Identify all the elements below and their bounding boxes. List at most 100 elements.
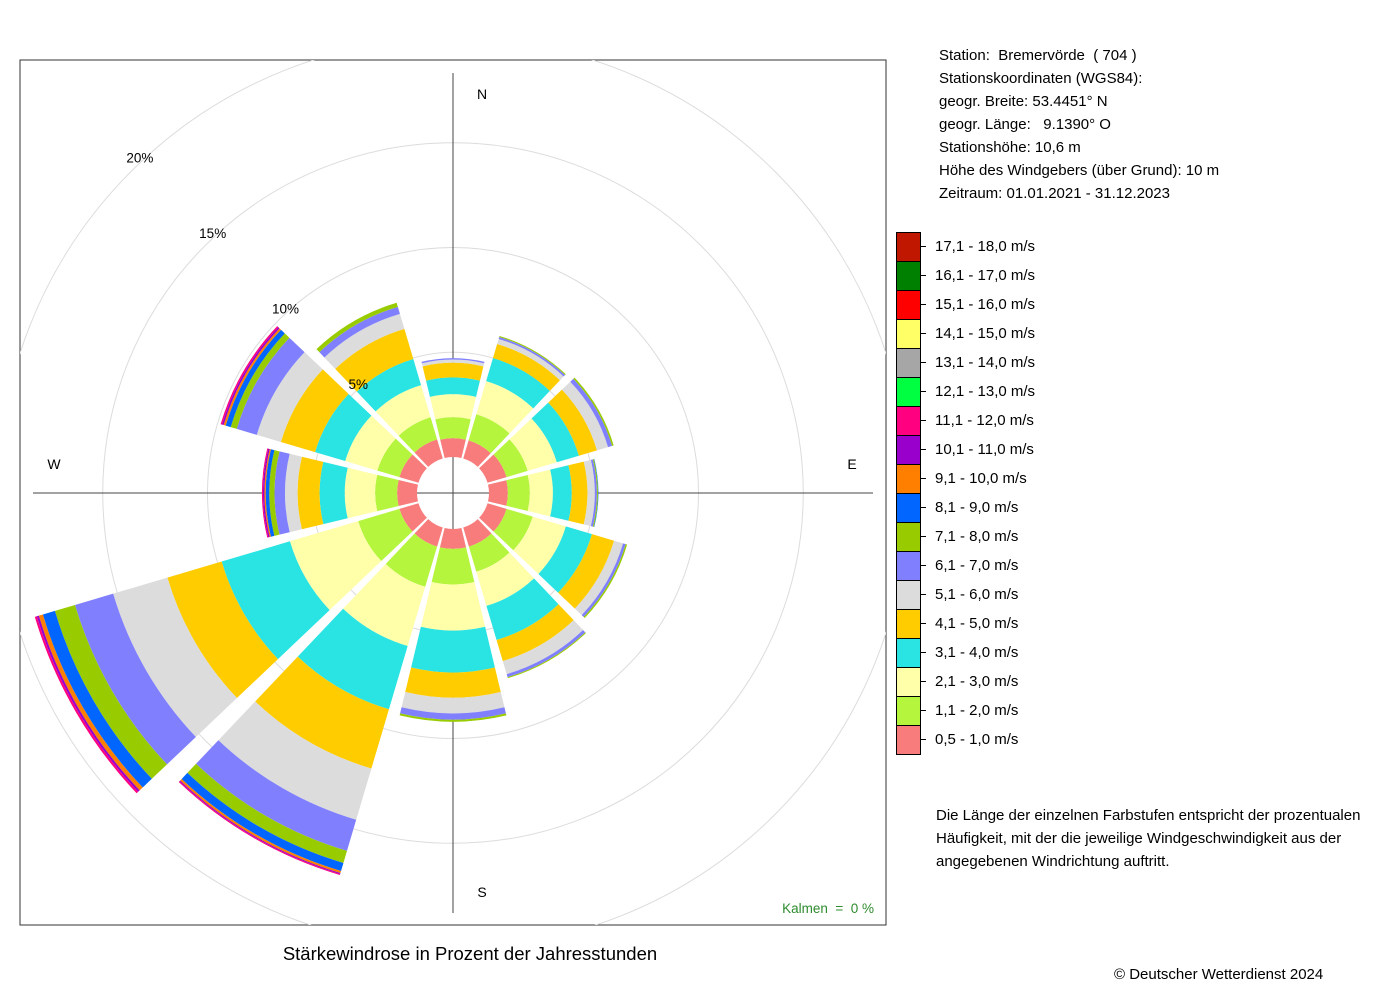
- legend-tick: [920, 362, 926, 363]
- calm-label: Kalmen = 0 %: [782, 901, 874, 916]
- legend-item: 13,1 - 14,0 m/s: [896, 348, 1196, 377]
- wedge-30: [463, 335, 566, 467]
- wedge-segment: [421, 358, 485, 364]
- ring-label: 5%: [348, 377, 368, 392]
- legend-tick: [920, 594, 926, 595]
- legend-tick: [920, 420, 926, 421]
- wedge-240: [34, 503, 427, 794]
- wedge-segment: [315, 393, 372, 462]
- wedge-segment: [74, 593, 196, 765]
- wedge-segment: [401, 691, 505, 714]
- legend-item: 17,1 - 18,0 m/s: [896, 232, 1196, 261]
- wedge-segment: [435, 417, 471, 440]
- wedge-segment: [493, 508, 533, 551]
- ring-labels: 5% 10% 15% 20%: [126, 151, 368, 392]
- wedge-segment: [400, 707, 506, 720]
- legend-tick: [920, 449, 926, 450]
- wedge-180: [399, 528, 507, 722]
- wedge-segment: [531, 402, 579, 463]
- wedge-segment: [289, 521, 382, 611]
- wedge-segment: [280, 369, 349, 453]
- compass-labels: N E S W: [47, 86, 856, 900]
- wedge-segment: [405, 667, 501, 698]
- ring-label: 15%: [199, 226, 226, 241]
- legend-label: 4,1 - 5,0 m/s: [935, 615, 1019, 632]
- legend-tick: [920, 710, 926, 711]
- wedge-segment: [398, 417, 438, 453]
- legend-label: 15,1 - 16,0 m/s: [935, 296, 1036, 313]
- wedge-segment: [463, 440, 491, 467]
- copyright: © Deutscher Wetterdienst 2024: [1114, 966, 1324, 983]
- wedge-segment: [493, 439, 528, 478]
- wedge-segment: [285, 453, 302, 533]
- legend-label: 5,1 - 6,0 m/s: [935, 586, 1019, 603]
- station-line: geogr. Breite: 53.4451° N: [939, 93, 1108, 110]
- legend-item: 1,1 - 2,0 m/s: [896, 696, 1196, 725]
- station-line: Stationskoordinaten (WGS84):: [939, 70, 1143, 87]
- legend-tick: [920, 507, 926, 508]
- wedge-0: [421, 358, 485, 458]
- wedge-segment: [343, 563, 426, 647]
- wedge-segment: [265, 449, 275, 537]
- wedge-segment: [561, 381, 609, 451]
- wedge-segment: [421, 359, 485, 367]
- legend-label: 1,1 - 2,0 m/s: [935, 702, 1019, 719]
- wedge-segment: [498, 336, 566, 377]
- legend-item: 2,1 - 3,0 m/s: [896, 667, 1196, 696]
- legend-item: 5,1 - 6,0 m/s: [896, 580, 1196, 609]
- wedge-segment: [377, 438, 413, 478]
- wedge-segment: [476, 552, 535, 606]
- legend-item: 6,1 - 7,0 m/s: [896, 551, 1196, 580]
- wedge-segment: [255, 656, 389, 769]
- wedge-segment: [550, 465, 572, 521]
- wedge-segment: [492, 343, 560, 391]
- legend-label: 16,1 - 17,0 m/s: [935, 267, 1036, 284]
- legend-label: 8,1 - 9,0 m/s: [935, 499, 1019, 516]
- wedge-segment: [486, 578, 559, 641]
- wedge-segment: [230, 333, 290, 429]
- legend-item: 10,1 - 11,0 m/s: [896, 435, 1196, 464]
- wedge-segment: [221, 541, 330, 660]
- wedge-270: [261, 448, 418, 538]
- wedge-segment: [486, 358, 550, 409]
- station-info: Station: Bremervörde ( 704 ) Stationskoo…: [939, 44, 1219, 205]
- wedge-330: [316, 302, 443, 467]
- wedge-segment: [592, 459, 598, 527]
- wedge-segment: [236, 337, 305, 435]
- wedge-segment: [583, 459, 595, 527]
- wedge-segment: [527, 469, 553, 517]
- legend-item: 0,5 - 1,0 m/s: [896, 725, 1196, 754]
- wedge-segment: [468, 533, 510, 572]
- wedge-segment: [297, 608, 408, 710]
- legend-tick: [920, 565, 926, 566]
- legend-tick: [920, 304, 926, 305]
- legend-label: 10,1 - 11,0 m/s: [935, 441, 1034, 458]
- wedge-segment: [506, 630, 586, 678]
- legend-item: 3,1 - 4,0 m/s: [896, 638, 1196, 667]
- legend-swatch: [896, 348, 921, 377]
- legend-tick: [920, 681, 926, 682]
- wedge-90: [488, 459, 599, 527]
- wedge-segment: [422, 362, 484, 381]
- wedge-segment: [593, 459, 599, 527]
- wedge-segment: [463, 519, 492, 547]
- legend-tick: [920, 536, 926, 537]
- wedge-segment: [225, 329, 285, 428]
- legend-label: 14,1 - 15,0 m/s: [935, 325, 1036, 342]
- legend-tick: [920, 623, 926, 624]
- wedge-segment: [440, 438, 466, 458]
- chart-caption: Stärkewindrose in Prozent der Jahresstun…: [282, 943, 658, 964]
- wedge-300: [220, 326, 427, 483]
- wedge-segment: [513, 516, 566, 575]
- wedge-120: [479, 503, 628, 619]
- wedge-segment: [411, 626, 495, 673]
- ring-label: 10%: [272, 301, 299, 316]
- wedge-segment: [488, 480, 508, 506]
- wedge-segment: [375, 474, 399, 512]
- wedge-segment: [181, 772, 344, 872]
- legend-item: 16,1 - 17,0 m/s: [896, 261, 1196, 290]
- wedge-segment: [167, 561, 278, 699]
- wedge-segment: [496, 604, 574, 662]
- wedge-210: [178, 519, 443, 876]
